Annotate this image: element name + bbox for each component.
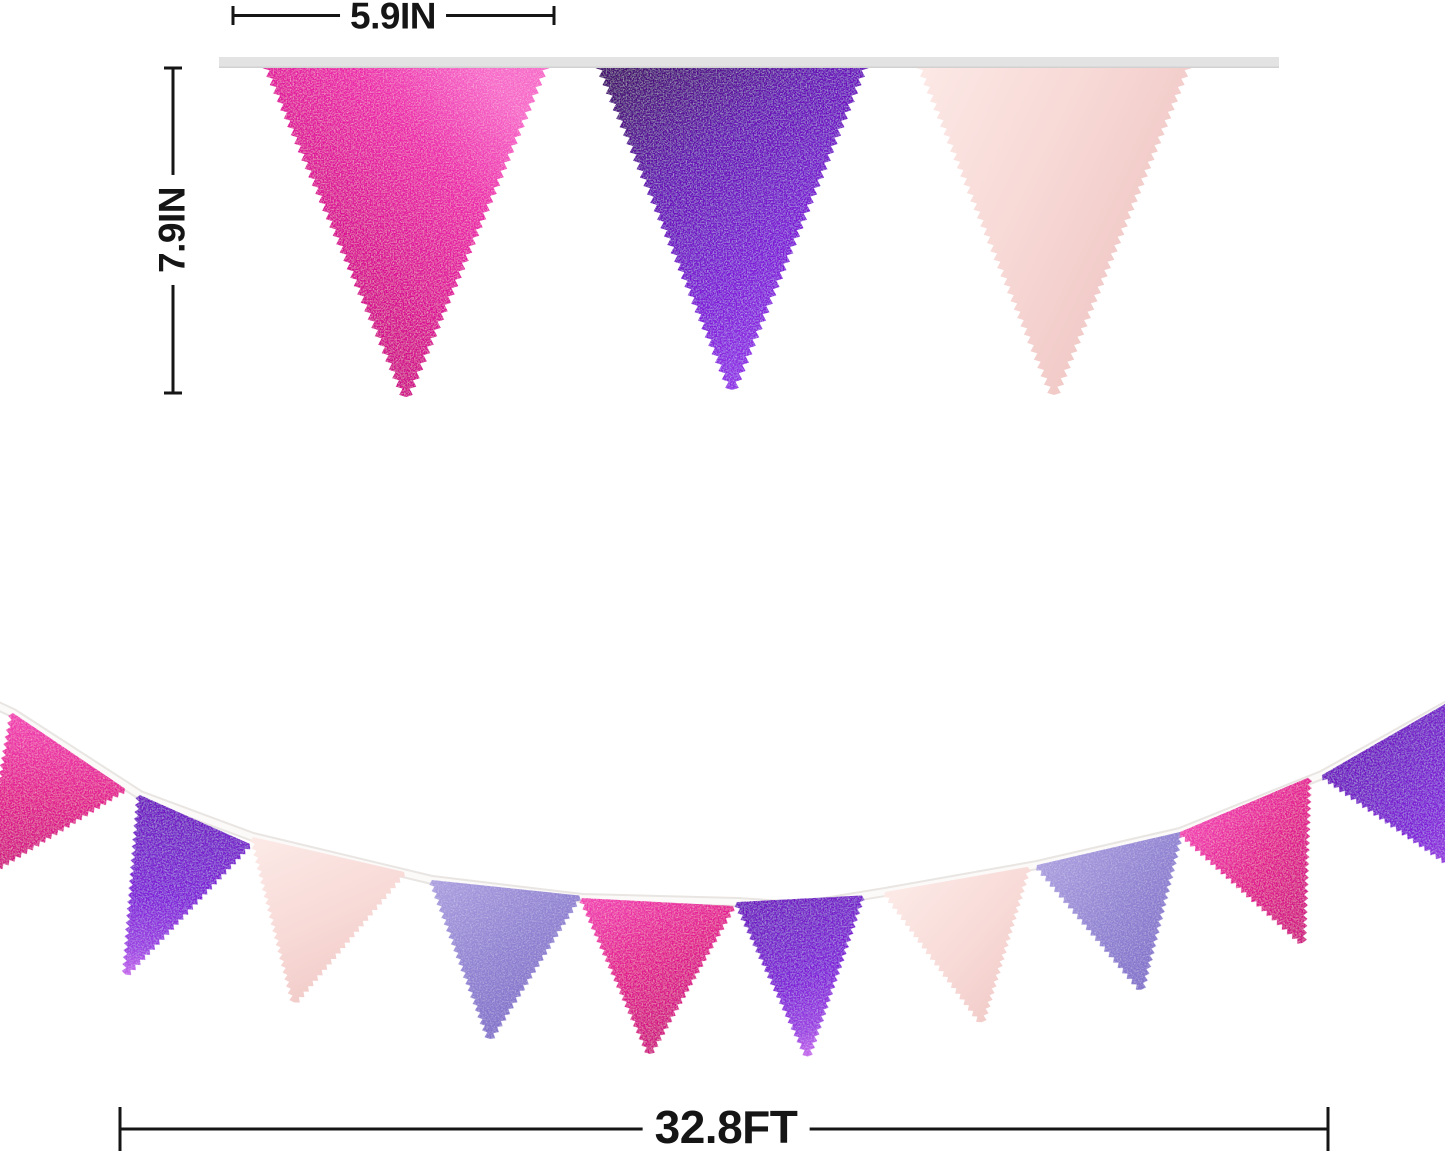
- flag-width-dimension-label: 5.9IN: [340, 0, 446, 35]
- garland-pennant-lavender: [429, 880, 581, 1039]
- pennant-flag: [883, 866, 1031, 1023]
- garland-pennant-purple: [734, 895, 865, 1057]
- garland-pennant-magenta: [579, 898, 735, 1054]
- pennant-flag: [262, 62, 550, 397]
- banner-hanging-strip: [219, 57, 1279, 68]
- top-pennant-rose: [916, 62, 1192, 395]
- pennant-flag: [121, 795, 251, 976]
- pennant-flag: [249, 837, 405, 1003]
- strip-tape-edge: [219, 66, 1279, 68]
- pennant-flag: [916, 62, 1192, 395]
- garland-pennant-rose: [249, 837, 405, 1003]
- pennant-flag: [429, 880, 581, 1039]
- pennant-flag: [595, 62, 869, 390]
- banner-length-dimension-label: 32.8FT: [642, 1104, 810, 1150]
- bottom-garland-flags: [0, 692, 1445, 1057]
- pennant-flag: [734, 895, 865, 1057]
- garland-pennant-lavender: [1036, 831, 1184, 990]
- pennant-flag: [0, 713, 125, 877]
- garland-pennant-purple: [121, 795, 251, 976]
- garland-pennant-purple: [1322, 692, 1445, 887]
- top-pennant-purple: [595, 62, 869, 390]
- pennant-flag: [1179, 777, 1313, 944]
- garland-pennant-magenta: [0, 713, 125, 877]
- strip-tape: [219, 57, 1279, 68]
- pennant-flag: [1036, 831, 1184, 990]
- pennant-flag: [1322, 692, 1445, 887]
- top-banner-flags: [262, 62, 1192, 397]
- top-pennant-magenta: [262, 62, 550, 397]
- garland-pennant-magenta: [1179, 777, 1313, 944]
- pennant-flag: [579, 898, 735, 1054]
- garland-pennant-rose: [883, 866, 1031, 1023]
- flag-height-dimension-label: 7.9IN: [152, 175, 193, 285]
